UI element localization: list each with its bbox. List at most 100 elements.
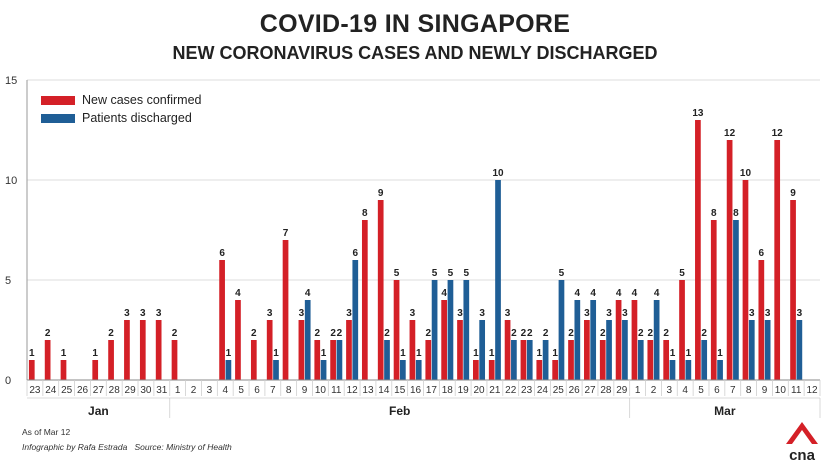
value-label-discharged: 2: [638, 328, 644, 339]
bar-discharged: [733, 220, 739, 380]
value-label-discharged: 2: [337, 328, 343, 339]
value-label-discharged: 3: [765, 308, 771, 319]
x-tick-label: 24: [537, 385, 549, 396]
x-tick-label: 5: [698, 385, 704, 396]
value-label-new-cases: 3: [505, 308, 511, 319]
x-tick-label: 14: [378, 385, 390, 396]
bar-new-cases: [488, 360, 495, 380]
bar-new-cases: [790, 200, 796, 380]
bar-new-cases: [314, 340, 321, 380]
x-tick-label: 29: [125, 385, 137, 396]
value-label-discharged: 1: [400, 348, 406, 359]
bar-new-cases: [774, 140, 781, 380]
bar-discharged: [764, 320, 771, 380]
value-label-new-cases: 1: [489, 348, 495, 359]
value-label-discharged: 1: [416, 348, 422, 359]
x-tick-label: 4: [682, 385, 688, 396]
bar-discharged: [320, 360, 327, 380]
value-label-new-cases: 5: [394, 268, 400, 279]
month-label: Jan: [88, 404, 109, 418]
legend-item-discharged: Patients discharged: [41, 109, 202, 127]
value-label-discharged: 1: [226, 348, 232, 359]
x-tick-label: 28: [600, 385, 612, 396]
bar-new-cases: [679, 280, 685, 380]
x-tick-label: 12: [807, 385, 819, 396]
month-label: Feb: [389, 404, 410, 418]
source-text: Source: Ministry of Health: [134, 442, 232, 452]
bar-new-cases: [361, 220, 368, 380]
bar-new-cases: [393, 280, 400, 380]
x-tick-label: 30: [140, 385, 152, 396]
value-label-discharged: 5: [432, 268, 438, 279]
chart-subtitle: NEW CORONAVIRUS CASES AND NEWLY DISCHARG…: [172, 43, 658, 63]
bar-new-cases: [346, 320, 352, 380]
x-tick-label: 29: [616, 385, 628, 396]
bar-new-cases: [377, 200, 384, 380]
legend-swatch-new-cases: [41, 95, 75, 105]
value-label-discharged: 5: [448, 268, 454, 279]
x-tick-label: 19: [458, 385, 470, 396]
value-label-discharged: 2: [543, 328, 549, 339]
bar-new-cases: [584, 320, 590, 380]
value-label-new-cases: 6: [759, 248, 765, 259]
bar-new-cases: [330, 340, 336, 380]
x-tick-label: 15: [394, 385, 406, 396]
bar-new-cases: [663, 340, 670, 380]
value-label-new-cases: 2: [314, 328, 320, 339]
x-tick-label: 9: [762, 385, 768, 396]
bar-new-cases: [568, 340, 574, 380]
x-tick-label: 3: [667, 385, 673, 396]
cna-logo-icon: [786, 422, 818, 444]
value-label-new-cases: 7: [283, 228, 289, 239]
bar-discharged: [622, 320, 628, 380]
bar-new-cases: [266, 320, 273, 380]
bar-new-cases: [552, 360, 559, 380]
x-tick-label: 8: [286, 385, 292, 396]
cna-logo: cna: [782, 420, 822, 464]
value-label-discharged: 1: [670, 348, 676, 359]
x-tick-label: 8: [746, 385, 752, 396]
x-tick-label: 28: [109, 385, 121, 396]
value-label-new-cases: 8: [362, 208, 368, 219]
legend-swatch-discharged: [41, 113, 75, 123]
value-label-new-cases: 2: [172, 328, 178, 339]
value-label-discharged: 2: [384, 328, 390, 339]
bar-new-cases: [92, 360, 99, 380]
value-label-new-cases: 4: [616, 288, 622, 299]
bar-new-cases: [631, 300, 638, 380]
credit-text: Infographic by Rafa Estrada: [22, 442, 128, 452]
month-label: Mar: [714, 404, 736, 418]
value-label-new-cases: 2: [108, 328, 114, 339]
value-label-new-cases: 13: [692, 108, 704, 119]
value-label-discharged: 1: [321, 348, 327, 359]
bar-new-cases: [504, 320, 511, 380]
x-tick-label: 4: [222, 385, 228, 396]
bar-new-cases: [473, 360, 479, 380]
x-tick-label: 6: [714, 385, 720, 396]
value-label-new-cases: 3: [346, 308, 352, 319]
value-label-discharged: 3: [622, 308, 628, 319]
bar-discharged: [717, 360, 723, 380]
bar-new-cases: [695, 120, 701, 380]
x-tick-label: 31: [156, 385, 168, 396]
bar-new-cases: [124, 320, 130, 380]
credits: Infographic by Rafa Estrada Source: Mini…: [22, 442, 232, 452]
bar-new-cases: [28, 360, 35, 380]
bar-discharged: [431, 280, 438, 380]
bar-new-cases: [298, 320, 305, 380]
value-label-new-cases: 9: [378, 188, 384, 199]
value-label-new-cases: 3: [584, 308, 590, 319]
value-label-discharged: 1: [273, 348, 279, 359]
bar-new-cases: [758, 260, 765, 380]
bar-new-cases: [409, 320, 416, 380]
value-label-new-cases: 2: [251, 328, 257, 339]
x-tick-label: 5: [238, 385, 244, 396]
value-label-new-cases: 3: [156, 308, 162, 319]
value-label-new-cases: 6: [219, 248, 225, 259]
x-tick-label: 25: [553, 385, 565, 396]
x-tick-label: 27: [93, 385, 105, 396]
logo-text: cna: [789, 447, 815, 464]
bar-new-cases: [139, 320, 146, 380]
x-tick-label: 2: [651, 385, 657, 396]
